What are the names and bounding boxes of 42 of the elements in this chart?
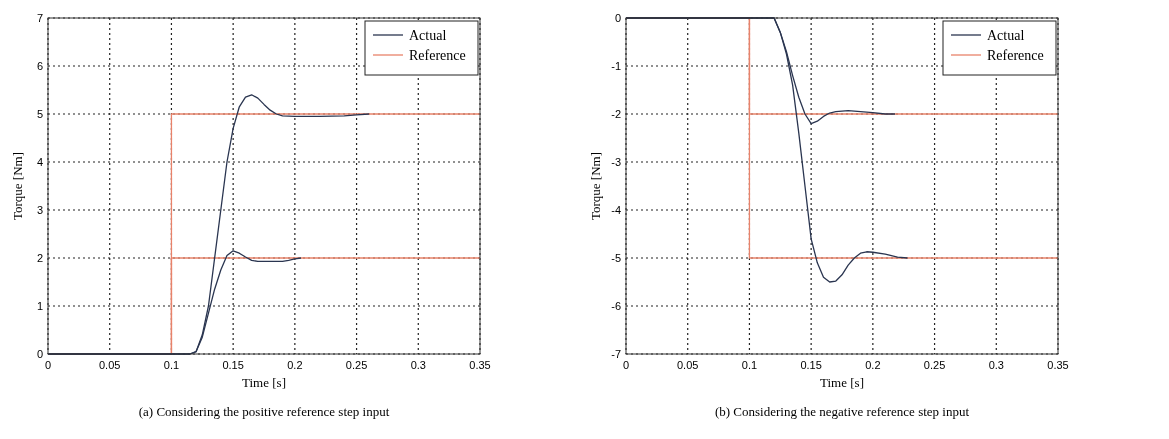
y-axis-title: Torque [Nm] — [588, 151, 603, 221]
x-tick-label: 0.15 — [222, 359, 244, 371]
x-tick-label: 0.3 — [988, 359, 1004, 371]
legend-label: Actual — [987, 28, 1025, 43]
x-axis-title: Time [s] — [242, 375, 286, 390]
y-tick-label: 1 — [36, 300, 43, 312]
x-tick-label: 0.35 — [1047, 359, 1069, 371]
y-tick-label: 2 — [36, 252, 43, 264]
y-tick-label: 4 — [36, 156, 43, 168]
y-tick-label: 5 — [36, 108, 43, 120]
y-axis-title: Torque [Nm] — [10, 151, 25, 221]
legend-label: Reference — [987, 48, 1044, 63]
legend-label: Reference — [409, 48, 466, 63]
x-tick-label: 0.2 — [287, 359, 303, 371]
y-tick-label: 7 — [36, 12, 43, 24]
x-tick-label: 0 — [622, 359, 630, 371]
text: (a) Considering the positive reference step input — [138, 404, 390, 419]
y-tick-label: 6 — [36, 60, 43, 72]
text: (b) Considering the negative reference step input — [714, 404, 970, 419]
x-tick-label: 0.2 — [865, 359, 881, 371]
y-tick-label: -7 — [611, 348, 621, 360]
y-tick-label: 0 — [614, 12, 621, 24]
x-tick-label: 0.3 — [410, 359, 426, 371]
y-tick-label: -6 — [611, 300, 621, 312]
x-tick-label: 0.1 — [163, 359, 180, 371]
y-tick-label: -1 — [611, 60, 621, 72]
x-tick-label: 0.05 — [99, 359, 121, 371]
y-tick-label: -5 — [611, 252, 621, 264]
x-tick-label: 0 — [44, 359, 52, 371]
x-tick-label: 0.25 — [923, 359, 946, 371]
x-tick-label: 0.15 — [800, 359, 822, 371]
x-tick-label: 0.25 — [345, 359, 368, 371]
y-tick-label: 0 — [36, 348, 43, 360]
y-tick-label: -2 — [611, 108, 621, 120]
y-tick-label: -4 — [611, 204, 621, 216]
y-tick-label: -3 — [611, 156, 621, 168]
x-tick-label: 0.35 — [469, 359, 491, 371]
legend-label: Actual — [409, 28, 447, 43]
x-axis-title: Time [s] — [820, 375, 864, 390]
x-tick-label: 0.1 — [741, 359, 758, 371]
x-tick-label: 0.05 — [677, 359, 699, 371]
y-tick-label: 3 — [36, 204, 43, 216]
